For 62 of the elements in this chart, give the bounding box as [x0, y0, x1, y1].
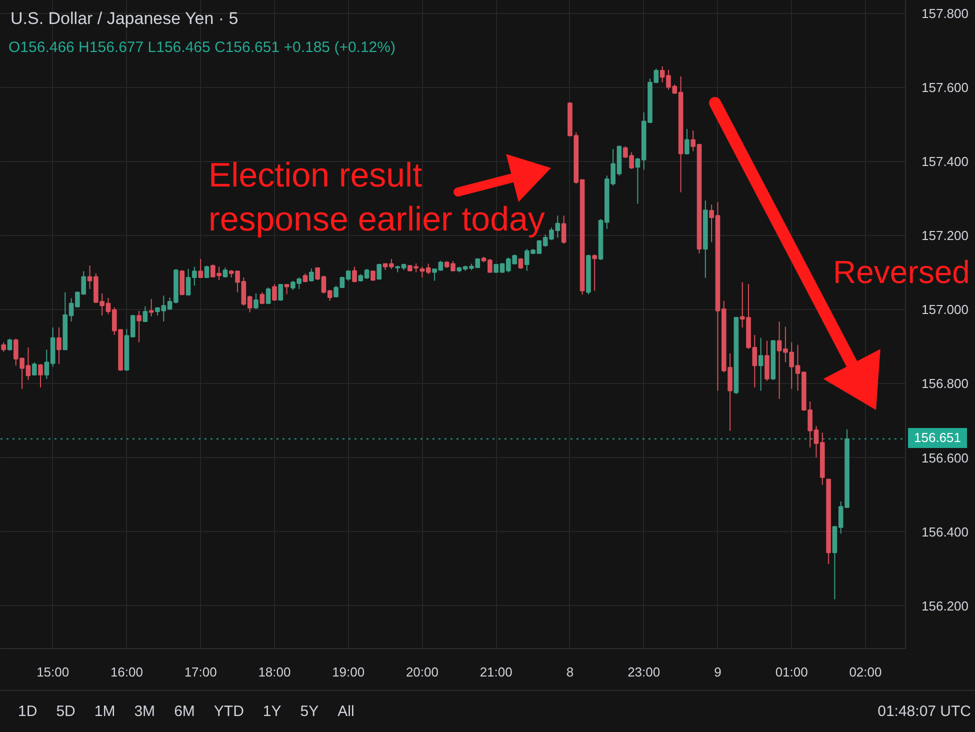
x-tick-label: 8 [566, 664, 574, 680]
candlestick [32, 362, 37, 376]
x-tick-label: 23:00 [628, 664, 660, 680]
y-tick-label: 156.800 [922, 376, 968, 392]
text: 5Y [299, 702, 320, 722]
candlestick [284, 284, 290, 295]
y-tick-label: 157.600 [922, 80, 968, 96]
text: 1M [93, 702, 116, 722]
candlestick [561, 215, 566, 244]
y-tick-label: 157.800 [922, 6, 968, 21]
candlestick [266, 286, 271, 305]
candlestick [370, 270, 376, 282]
candlestick [142, 306, 148, 322]
text: YTD [212, 702, 245, 722]
candlestick [308, 268, 314, 282]
candlestick [272, 284, 277, 302]
text: 1Y [262, 702, 282, 722]
candlestick [222, 266, 228, 278]
candlestick [1, 342, 6, 352]
ref-line-label: 156.651 [908, 428, 967, 448]
x-tick-label: 02:00 [849, 664, 882, 680]
y-tick-label: 156.200 [922, 598, 968, 614]
x-tick-label: 9 [714, 664, 722, 680]
x-tick-label: 19:00 [332, 664, 365, 680]
x-tick-label: 17:00 [184, 664, 217, 680]
y-tick-label: 157.400 [922, 154, 968, 170]
y-tick-label: 157.000 [922, 302, 968, 318]
x-tick-label: 20:00 [406, 664, 438, 680]
y-tick-label: 156.400 [922, 524, 968, 540]
y-tick-label: 156.600 [922, 450, 968, 466]
text: O156.466 H156.677 L156.465 C156.651 +0.185 (+0.12%) [8, 39, 396, 56]
text: 1D [17, 702, 38, 722]
text: 01:48:07 UTC [878, 702, 971, 722]
candlestick [180, 270, 185, 296]
candlestick [518, 258, 524, 270]
text: All [336, 702, 356, 722]
candlestick [254, 292, 258, 310]
candlestick [764, 340, 770, 382]
text: 3M [133, 702, 156, 722]
x-tick-label: 15:00 [36, 664, 70, 680]
candlestick [592, 254, 598, 292]
x-tick-label: 16:00 [110, 664, 143, 680]
candlestick [56, 326, 62, 365]
y-tick-label: 157.200 [922, 228, 968, 244]
x-tick-label: 18:00 [258, 664, 291, 680]
candlestick [198, 258, 203, 278]
annotation: Reversed [833, 253, 970, 291]
candlestick [7, 338, 12, 352]
candlestick [136, 310, 142, 343]
candlestick [38, 364, 43, 388]
candlestick [148, 298, 154, 317]
x-tick-label: 21:00 [480, 664, 512, 680]
text: U.S. Dollar / Japanese Yen · 5 [10, 9, 238, 28]
candlestick [204, 265, 210, 278]
candlestick [352, 266, 357, 283]
x-tick-label: 01:00 [775, 664, 808, 680]
text: 6M [173, 702, 196, 722]
text: 5D [55, 702, 76, 722]
candlestick [758, 337, 764, 392]
candlestick [684, 128, 690, 156]
candlestick [278, 284, 284, 302]
annotation: Election result response earlier today [208, 156, 545, 238]
